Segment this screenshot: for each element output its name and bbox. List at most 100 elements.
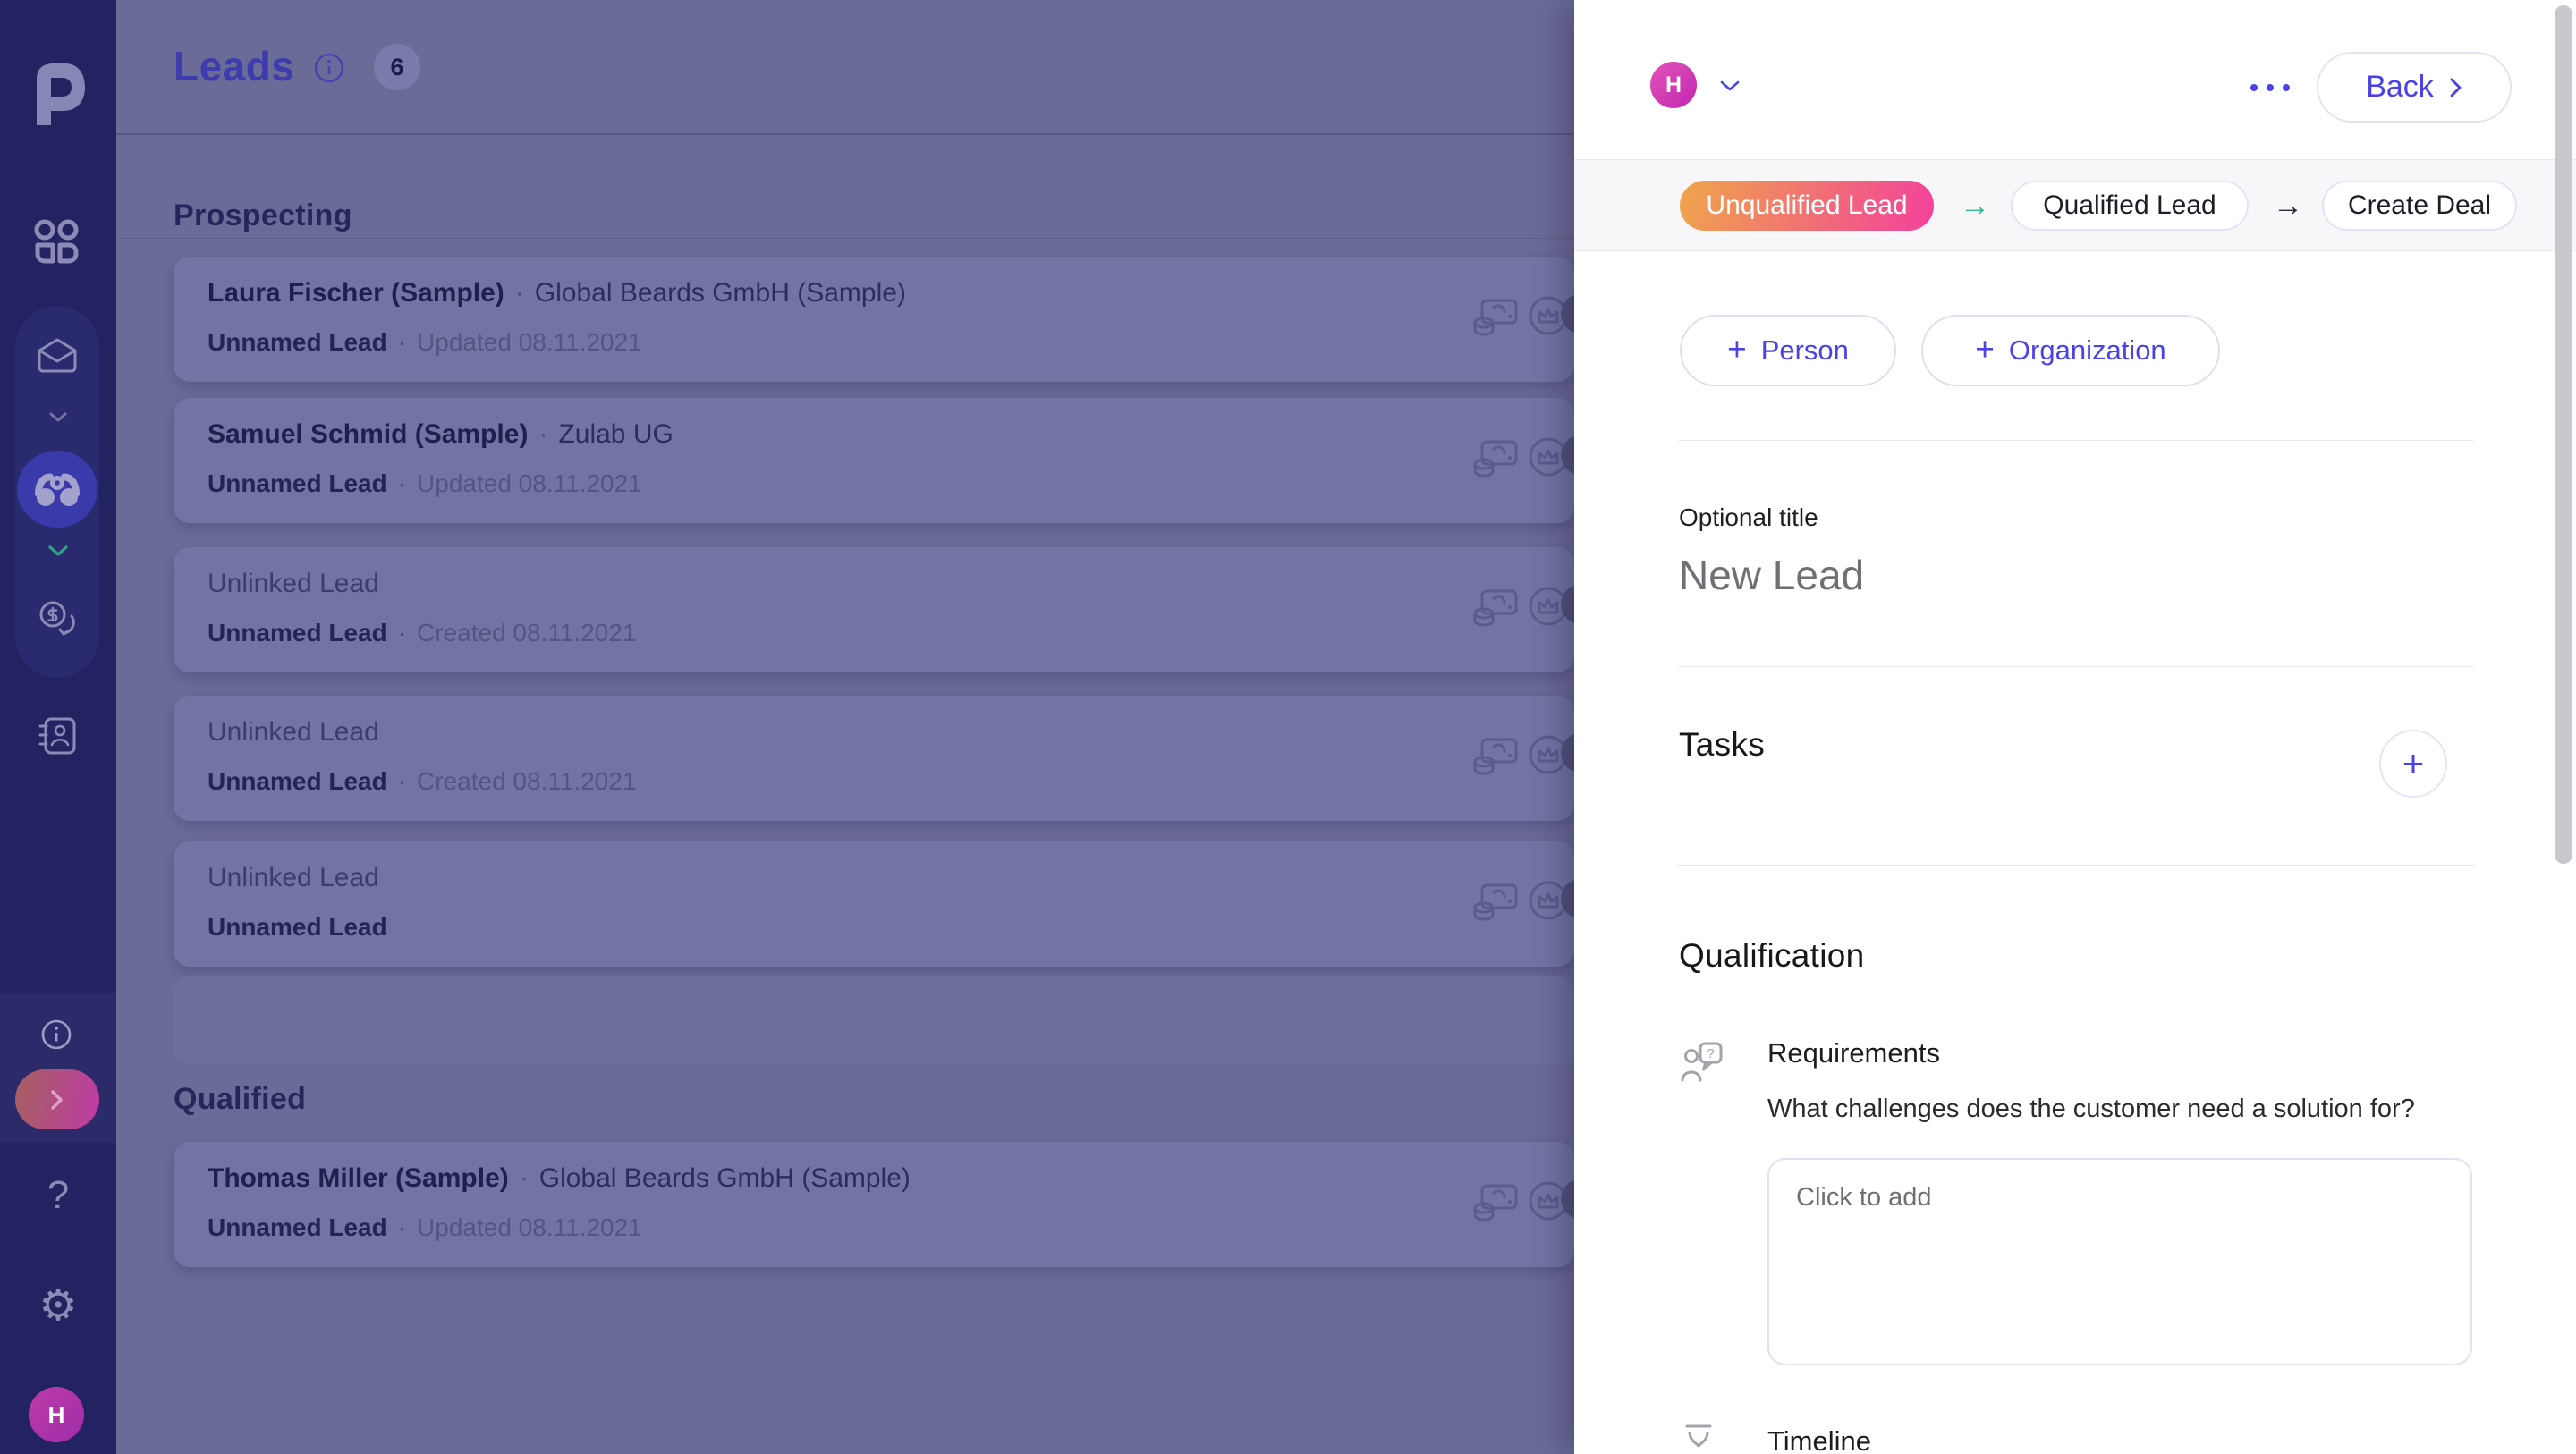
lead-meta: Updated 08.11.2021 <box>417 469 642 497</box>
stage-pipeline: Unqualified Lead → Qualified Lead → Crea… <box>1574 159 2576 251</box>
lead-line1: Unlinked Lead <box>208 569 379 599</box>
chevron-down-green-icon[interactable] <box>48 545 68 557</box>
mail-icon[interactable] <box>37 337 78 373</box>
requirements-person-question-icon: ? <box>1681 1042 1723 1082</box>
money-value-icon[interactable] <box>1471 1183 1520 1222</box>
user-avatar[interactable]: H <box>29 1387 84 1442</box>
stage-chip-unqualified[interactable]: Unqualified Lead <box>1680 181 1934 231</box>
lead-card[interactable]: Thomas Miller (Sample) · Global Beards Gmb… <box>174 1142 1600 1267</box>
lead-title: Samuel Schmid (Sample) <box>208 419 529 449</box>
optional-title-label: Optional title <box>1679 503 1818 531</box>
lead-meta: Created 08.11.2021 <box>417 767 637 795</box>
owner-avatar[interactable]: H <box>1650 62 1697 108</box>
lead-line1: Samuel Schmid (Sample) · Zulab UG <box>208 419 674 450</box>
plus-icon: + <box>1975 330 1995 368</box>
chevron-right-icon <box>51 1089 63 1110</box>
timeline-label: Timeline <box>1767 1425 1871 1454</box>
plus-icon: + <box>2402 742 2425 784</box>
money-value-icon[interactable] <box>1471 737 1520 776</box>
leads-binoculars-icon[interactable] <box>34 469 80 509</box>
chevron-down-icon[interactable] <box>1720 80 1740 92</box>
expand-promo-button[interactable] <box>15 1069 99 1129</box>
pipedrive-logo-icon[interactable] <box>30 61 87 125</box>
lead-card[interactable]: Unlinked Lead Unnamed Lead · Created 08.11… <box>174 696 1600 821</box>
divider <box>1678 666 2474 667</box>
help-icon[interactable]: ? <box>47 1173 70 1217</box>
lead-title: Laura Fischer (Sample) <box>208 278 504 308</box>
lead-line1: Unlinked Lead <box>208 717 379 748</box>
lead-card[interactable]: Unlinked Lead Unnamed Lead <box>174 841 1600 967</box>
toolbar-divider <box>116 238 1574 239</box>
more-options-icon[interactable] <box>2249 82 2292 93</box>
separator-dot: · <box>397 619 407 647</box>
section-header-qualified: Qualified <box>174 1082 307 1116</box>
lead-line2: Unnamed Lead · Updated 08.11.2021 <box>208 1213 642 1242</box>
lead-card[interactable]: Samuel Schmid (Sample) · Zulab UG Unnamed … <box>174 398 1600 523</box>
add-lead-drawer: H Back Unqualified Lead → Qualified Lead… <box>1574 0 2576 1454</box>
lead-status: Unnamed Lead <box>208 1213 387 1241</box>
nav-sidebar: ? ⚙ H <box>0 0 116 1454</box>
requirements-input[interactable] <box>1767 1158 2472 1365</box>
add-person-button[interactable]: + Person <box>1680 315 1896 386</box>
add-organization-button[interactable]: + Organization <box>1921 315 2220 386</box>
section-header-prospecting: Prospecting <box>174 199 352 232</box>
lead-card[interactable]: Unlinked Lead Unnamed Lead · Created 08.11… <box>174 547 1600 672</box>
info-icon[interactable] <box>41 1019 72 1050</box>
lead-title-input[interactable] <box>1675 544 2462 606</box>
separator-dot: · <box>519 1163 529 1193</box>
lead-line1: Unlinked Lead <box>208 863 379 893</box>
lead-company: Global Beards GmbH (Sample) <box>534 278 906 308</box>
scrollbar-thumb[interactable] <box>2555 5 2572 864</box>
deals-currency-icon[interactable] <box>36 600 79 639</box>
lead-line2: Unnamed Lead · Created 08.11.2021 <box>208 767 636 796</box>
lead-card[interactable]: Laura Fischer (Sample) · Global Beards Gmb… <box>174 257 1600 382</box>
separator-dot: · <box>397 328 407 356</box>
section-footer-band <box>174 976 1574 1064</box>
lead-count-badge: 6 <box>374 44 420 90</box>
add-task-button[interactable]: + <box>2379 730 2447 798</box>
contacts-book-icon[interactable] <box>37 716 78 756</box>
divider <box>1678 440 2474 441</box>
separator-dot: · <box>397 1213 407 1241</box>
plus-icon: + <box>1727 330 1747 368</box>
apps-grid-icon[interactable] <box>33 218 80 265</box>
chevron-down-icon[interactable] <box>49 412 67 423</box>
separator-dot: · <box>538 419 548 449</box>
back-button[interactable]: Back <box>2317 52 2512 123</box>
qualification-heading: Qualification <box>1679 937 1865 974</box>
add-person-label: Person <box>1760 334 1849 366</box>
money-value-icon[interactable] <box>1471 588 1520 628</box>
separator-dot: · <box>397 469 407 497</box>
stage-arrow-icon: → <box>2273 188 2303 223</box>
lead-meta: Created 08.11.2021 <box>417 619 637 647</box>
requirements-question: What challenges does the customer need a… <box>1767 1095 2415 1123</box>
lead-meta: Updated 08.11.2021 <box>417 1213 642 1241</box>
lead-company: Global Beards GmbH (Sample) <box>538 1163 911 1193</box>
lead-line2: Unnamed Lead · Updated 08.11.2021 <box>208 469 642 498</box>
divider <box>1678 865 2474 866</box>
lead-status: Unnamed Lead <box>208 328 387 356</box>
info-icon[interactable] <box>314 53 344 83</box>
add-organization-label: Organization <box>2008 334 2166 366</box>
stage-arrow-icon: → <box>1960 188 1990 223</box>
back-label: Back <box>2366 70 2434 104</box>
lead-line2: Unnamed Lead · Created 08.11.2021 <box>208 619 636 647</box>
lead-line2: Unnamed Lead <box>208 913 387 942</box>
lead-line1: Laura Fischer (Sample) · Global Beards Gmb… <box>208 278 906 309</box>
lead-title: Unlinked Lead <box>208 717 379 747</box>
lead-status: Unnamed Lead <box>208 619 387 647</box>
lead-status: Unnamed Lead <box>208 767 387 795</box>
tasks-heading: Tasks <box>1679 726 1766 763</box>
lead-title: Unlinked Lead <box>208 863 379 892</box>
lead-title: Thomas Miller (Sample) <box>208 1163 509 1193</box>
stage-chip-qualified[interactable]: Qualified Lead <box>2011 181 2249 231</box>
separator-dot: · <box>397 767 407 795</box>
settings-gear-icon[interactable]: ⚙ <box>38 1282 78 1330</box>
lead-meta: Updated 08.11.2021 <box>417 328 642 356</box>
money-value-icon[interactable] <box>1471 439 1520 478</box>
money-value-icon[interactable] <box>1471 298 1520 337</box>
money-value-icon[interactable] <box>1471 883 1520 922</box>
requirements-label: Requirements <box>1767 1037 1940 1069</box>
stage-chip-create-deal[interactable]: Create Deal <box>2322 181 2517 231</box>
